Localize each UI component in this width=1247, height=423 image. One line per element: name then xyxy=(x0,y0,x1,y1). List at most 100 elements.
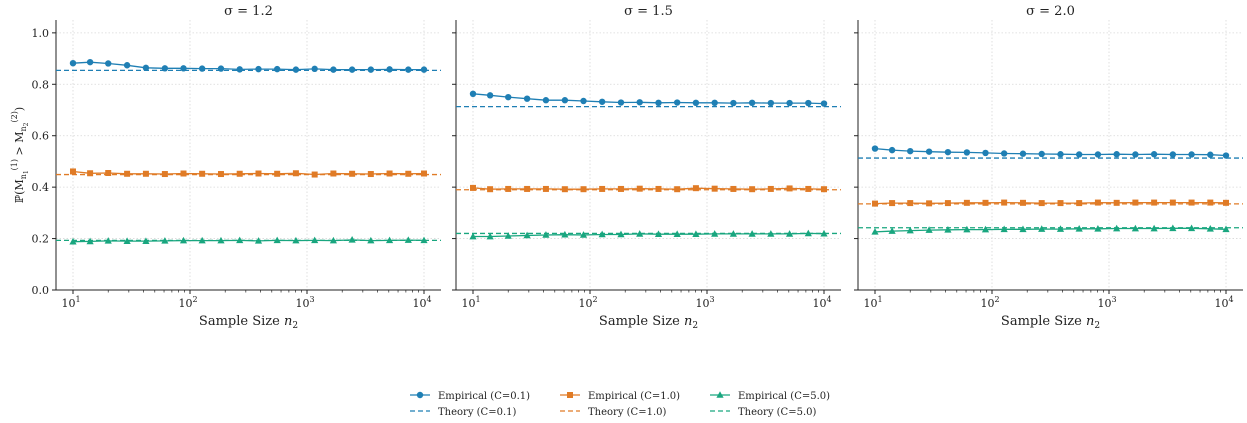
data-point xyxy=(487,186,494,193)
y-tick-label: 0.4 xyxy=(32,181,50,194)
data-point xyxy=(1207,199,1214,206)
legend-label: Empirical (C=1.0) xyxy=(588,391,680,402)
data-point xyxy=(292,236,300,244)
data-point xyxy=(367,66,375,73)
data-point xyxy=(1038,200,1045,207)
series-c5 xyxy=(858,224,1243,235)
x-axis-label: Sample Size n2 xyxy=(599,314,698,331)
data-point xyxy=(161,65,169,72)
data-point xyxy=(1019,150,1027,157)
data-point xyxy=(561,186,568,193)
data-point xyxy=(542,97,550,104)
data-point xyxy=(405,170,412,177)
grid xyxy=(456,20,841,291)
data-point xyxy=(767,230,775,237)
data-point xyxy=(674,186,681,193)
panel-2: 101 102 103 104 σ = 1.5 Sample Size n2 xyxy=(452,4,841,331)
data-point xyxy=(1223,199,1229,206)
data-point xyxy=(469,90,477,98)
data-point xyxy=(292,66,300,73)
data-point xyxy=(330,170,337,177)
data-point xyxy=(1000,225,1008,233)
data-point xyxy=(469,232,477,240)
data-point xyxy=(767,99,775,107)
data-point xyxy=(86,237,94,245)
legend-marker xyxy=(416,391,424,399)
legend-entry: Empirical (C=0.1) xyxy=(410,391,530,402)
data-point xyxy=(69,60,77,67)
data-point xyxy=(1169,224,1177,232)
data-point xyxy=(944,148,952,156)
data-point xyxy=(907,147,914,155)
series-c5 xyxy=(56,236,441,245)
legend-label: Empirical (C=0.1) xyxy=(438,391,530,402)
data-point xyxy=(505,93,512,101)
data-point xyxy=(199,170,206,177)
data-point xyxy=(785,230,794,237)
data-point xyxy=(636,185,643,192)
series-c01 xyxy=(56,58,441,73)
data-point xyxy=(1132,151,1139,158)
data-point xyxy=(1019,225,1027,233)
data-point xyxy=(311,236,319,244)
data-point xyxy=(236,236,244,244)
legend-marker xyxy=(716,391,724,398)
data-point xyxy=(1169,151,1177,158)
panel-1: 0.0 0.2 0.4 0.6 0.8 1.0 101 102 103 104 σ = 1.2 Sam… xyxy=(32,4,441,331)
legend-entry: Theory (C=1.0) xyxy=(560,407,666,418)
x-tick-label: 101 xyxy=(461,295,480,310)
data-point xyxy=(1113,199,1120,206)
data-point xyxy=(179,236,188,244)
panel-3: 101 102 103 104 σ = 2.0 Sample Size n2 xyxy=(854,4,1243,331)
data-point xyxy=(123,237,131,244)
data-point xyxy=(292,170,299,177)
data-point xyxy=(963,225,971,233)
data-point xyxy=(105,60,112,67)
data-point xyxy=(749,186,756,193)
data-point xyxy=(69,237,77,245)
data-point xyxy=(87,170,94,177)
data-point xyxy=(748,99,756,107)
data-point xyxy=(523,231,531,239)
data-point xyxy=(673,230,681,237)
data-point xyxy=(1113,151,1120,158)
data-point xyxy=(1057,151,1064,158)
data-point xyxy=(907,200,914,207)
data-point xyxy=(963,199,970,206)
legend-entry: Empirical (C=1.0) xyxy=(560,391,680,402)
data-point xyxy=(1188,151,1195,158)
data-point xyxy=(273,65,281,73)
data-point xyxy=(386,170,393,177)
empirical-line xyxy=(72,170,425,176)
data-point xyxy=(142,64,150,72)
data-point xyxy=(906,226,914,234)
data-point xyxy=(142,237,150,244)
data-point xyxy=(711,99,718,107)
x-axis-label: Sample Size n2 xyxy=(199,314,298,331)
data-point xyxy=(255,65,262,73)
data-point xyxy=(820,229,828,237)
ylabel-sub1: n xyxy=(19,174,28,179)
data-point xyxy=(889,200,896,207)
series-c01 xyxy=(456,90,841,108)
x-tick-label: 104 xyxy=(812,295,831,310)
data-point xyxy=(70,168,76,175)
data-point xyxy=(617,185,624,192)
data-point xyxy=(617,99,625,106)
empirical-line xyxy=(874,201,1227,205)
legend-entry: Empirical (C=5.0) xyxy=(710,391,830,402)
data-point xyxy=(348,236,356,243)
series-c01 xyxy=(858,145,1243,159)
data-point xyxy=(598,230,606,238)
data-point xyxy=(805,185,812,192)
panel-title: σ = 1.2 xyxy=(224,4,273,19)
data-point xyxy=(655,185,662,192)
data-point xyxy=(925,226,933,233)
data-point xyxy=(1188,199,1195,206)
data-point xyxy=(217,236,225,244)
data-point xyxy=(730,99,737,107)
data-point xyxy=(1169,199,1176,206)
data-point xyxy=(86,58,94,66)
data-point xyxy=(786,99,793,107)
data-point xyxy=(1207,151,1214,158)
